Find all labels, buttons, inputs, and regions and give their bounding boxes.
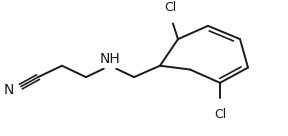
Text: N: N	[4, 83, 14, 97]
Text: Cl: Cl	[164, 1, 176, 14]
Text: Cl: Cl	[214, 108, 226, 120]
Text: NH: NH	[100, 52, 120, 66]
